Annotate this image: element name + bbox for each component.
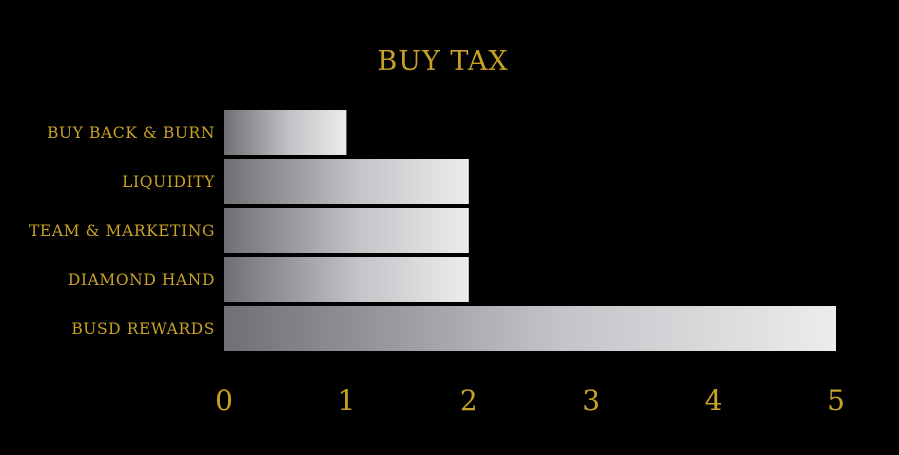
category-label-liquidity: LIQUIDITY xyxy=(122,173,215,191)
category-label-busd-rewards: BUSD REWARDS xyxy=(71,320,215,338)
bar-diamond-hand xyxy=(224,257,469,302)
category-label-diamond-hand: DIAMOND HAND xyxy=(68,271,215,289)
x-tick-label-1: 1 xyxy=(337,384,355,417)
category-label-team-and-marketing: TEAM & MARKETING xyxy=(29,222,215,240)
x-tick-label-0: 0 xyxy=(215,384,233,417)
category-labels: BUY BACK & BURN LIQUIDITY TEAM & MARKETING… xyxy=(29,124,215,338)
x-tick-label-2: 2 xyxy=(460,384,478,417)
x-axis-tick-labels: 0 1 2 3 4 5 xyxy=(215,384,845,417)
bar-liquidity xyxy=(224,159,469,204)
bar-team-and-marketing xyxy=(224,208,469,253)
chart-title: BUY TAX xyxy=(377,46,508,77)
x-tick-label-4: 4 xyxy=(705,384,723,417)
x-tick-label-5: 5 xyxy=(827,384,845,417)
bar-busd-rewards xyxy=(224,306,836,351)
x-tick-label-3: 3 xyxy=(582,384,600,417)
bars-layer xyxy=(224,110,836,351)
category-label-buy-back-and-burn: BUY BACK & BURN xyxy=(47,124,215,142)
bar-buy-back-and-burn xyxy=(224,110,347,155)
